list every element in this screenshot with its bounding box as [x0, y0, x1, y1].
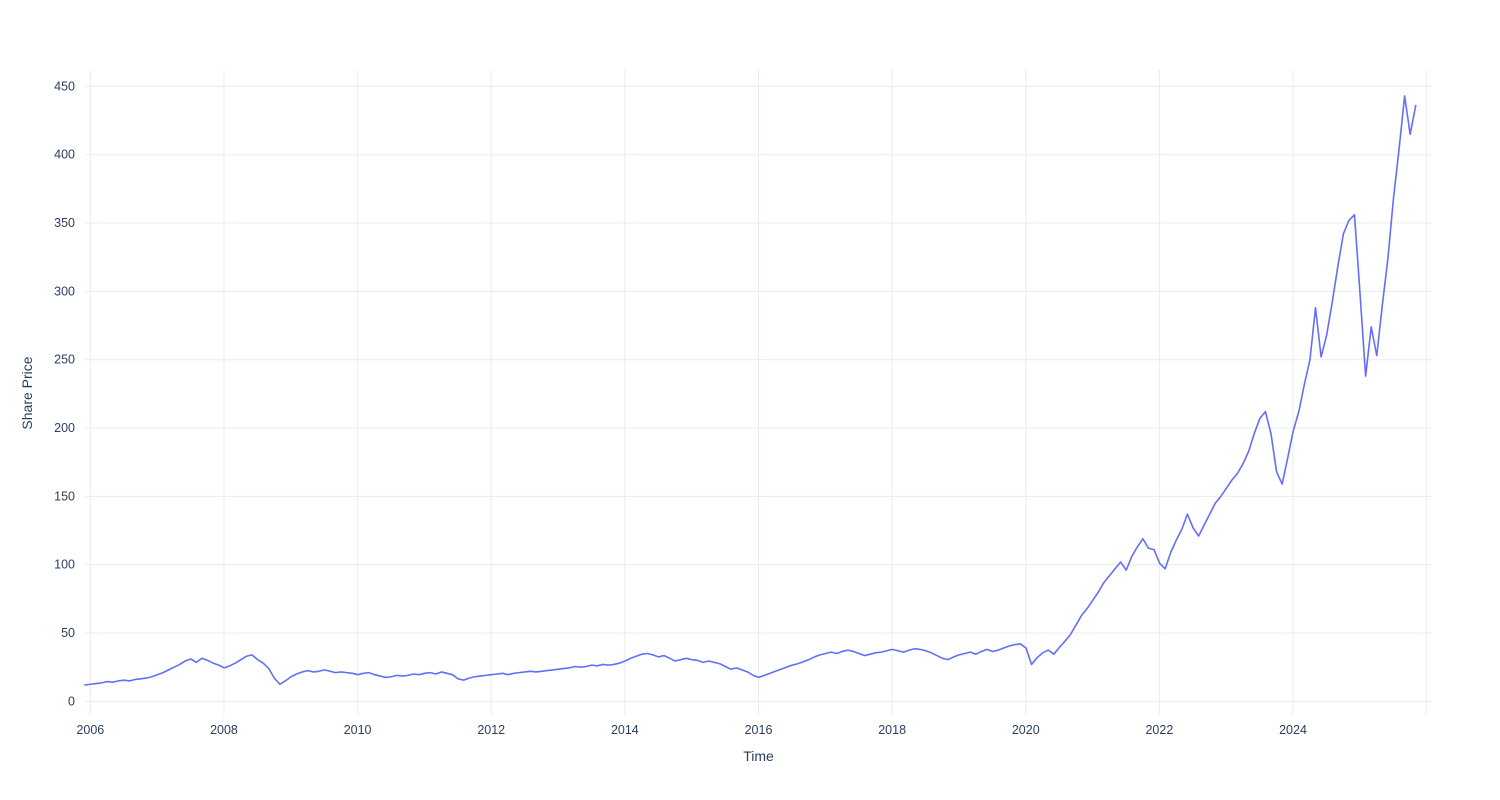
- y-tick-label: 200: [54, 421, 75, 435]
- y-tick-label: 150: [54, 489, 75, 503]
- x-tick-label: 2006: [76, 723, 104, 737]
- x-tick-label: 2020: [1012, 723, 1040, 737]
- x-tick-label: 2010: [344, 723, 372, 737]
- x-tick-label: 2014: [611, 723, 639, 737]
- x-tick-label: 2012: [477, 723, 505, 737]
- y-tick-label: 0: [68, 694, 75, 708]
- share-price-line: [84, 95, 1417, 686]
- y-tick-label: 350: [54, 216, 75, 230]
- y-tick-label: 50: [61, 626, 75, 640]
- x-tick-label: 2008: [210, 723, 238, 737]
- y-tick-label: 300: [54, 284, 75, 298]
- y-tick-label: 100: [54, 558, 75, 572]
- y-tick-label: 250: [54, 353, 75, 367]
- x-tick-label: 2022: [1145, 723, 1173, 737]
- x-tick-label: 2018: [878, 723, 906, 737]
- y-tick-label: 450: [54, 79, 75, 93]
- x-tick-label: 2016: [745, 723, 773, 737]
- y-tick-label: 400: [54, 148, 75, 162]
- x-tick-label: 2024: [1279, 723, 1307, 737]
